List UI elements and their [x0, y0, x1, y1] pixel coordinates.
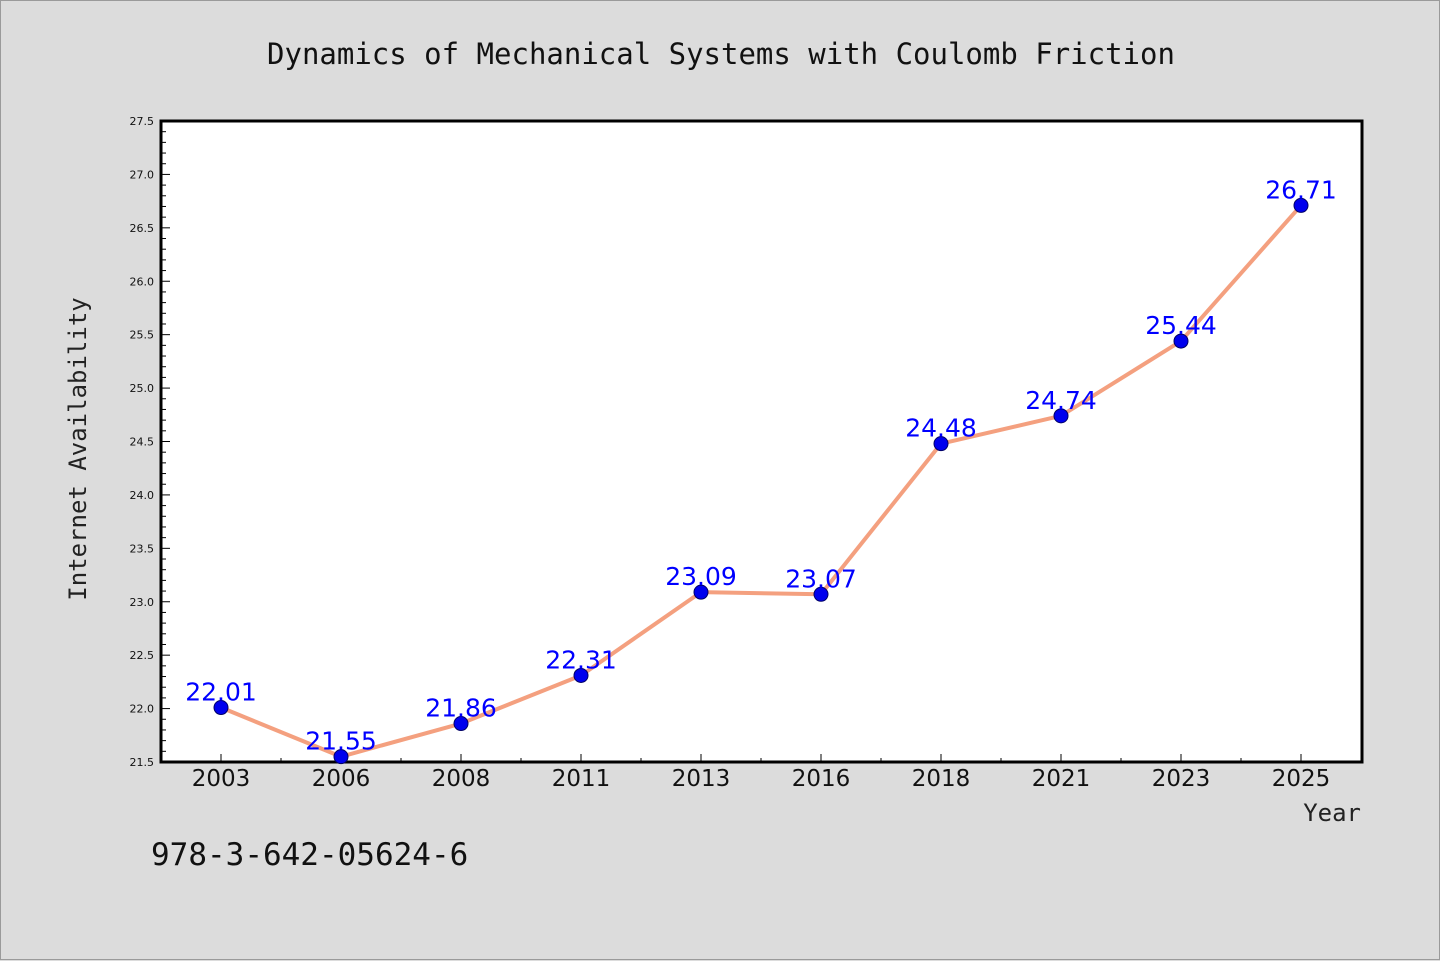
y-tick-label: 22.0 [130, 703, 155, 716]
y-axis: 21.5 22.0 22.5 23.0 23.5 24.0 24.5 25.0 25.5 26.0… [130, 115, 170, 769]
y-tick-label: 27.5 [130, 115, 155, 128]
x-tick-label: 2006 [312, 766, 371, 792]
data-label: 22.31 [545, 645, 617, 674]
x-tick-label: 2023 [1152, 766, 1211, 792]
data-point [933, 436, 949, 452]
y-axis-label: Internet Availability [64, 297, 92, 600]
data-label: 24.74 [1025, 386, 1097, 415]
y-tick-label: 23.5 [130, 542, 155, 555]
x-tick-label: 2025 [1272, 766, 1331, 792]
chart-title: Dynamics of Mechanical Systems with Coul… [267, 37, 1175, 71]
x-tick-label: 2016 [792, 766, 851, 792]
data-label: 21.86 [425, 694, 497, 723]
data-point [693, 584, 709, 600]
data-labels: 22.01 21.55 21.86 22.31 23.09 23.07 24.48 24.74… [185, 175, 1337, 755]
data-label: 23.09 [665, 562, 737, 591]
y-tick-label: 21.5 [130, 756, 155, 769]
plot-area [159, 119, 1364, 764]
y-tick-label: 23.0 [130, 596, 155, 609]
x-tick-label: 2008 [432, 766, 491, 792]
y-tick-label: 25.5 [130, 329, 155, 342]
x-axis: 2003 2006 2008 2011 2013 2016 2018 2021 2023 2025 [192, 754, 1331, 792]
data-label: 25.44 [1145, 311, 1217, 340]
x-tick-label: 2018 [912, 766, 971, 792]
data-point [813, 586, 829, 602]
y-tick-label: 26.0 [130, 275, 155, 288]
isbn-annotation: 978-3-642-05624-6 [151, 837, 468, 873]
y-tick-label: 25.0 [130, 382, 155, 395]
data-point [573, 667, 589, 683]
series-line [219, 203, 1303, 759]
series-layer [213, 197, 1309, 765]
data-label: 22.01 [185, 678, 257, 707]
data-point [213, 700, 229, 716]
y-tick-label: 27.0 [130, 168, 155, 181]
x-tick-label: 2003 [192, 766, 251, 792]
y-tick-label: 24.5 [130, 436, 155, 449]
data-label: 24.48 [905, 414, 977, 443]
data-label: 21.55 [305, 727, 377, 756]
y-tick-label: 24.0 [130, 489, 155, 502]
data-label: 23.07 [785, 564, 857, 593]
x-tick-label: 2011 [552, 766, 611, 792]
data-point [453, 716, 469, 732]
data-point [1173, 333, 1189, 349]
x-tick-label: 2021 [1032, 766, 1091, 792]
data-label: 26.71 [1265, 175, 1337, 204]
data-point [1293, 197, 1309, 213]
y-tick-label: 22.5 [130, 649, 155, 662]
data-point [1053, 408, 1069, 424]
y-tick-label: 26.5 [130, 222, 155, 235]
x-axis-label: Year [1303, 799, 1361, 827]
data-point [333, 749, 349, 765]
x-tick-label: 2013 [672, 766, 731, 792]
